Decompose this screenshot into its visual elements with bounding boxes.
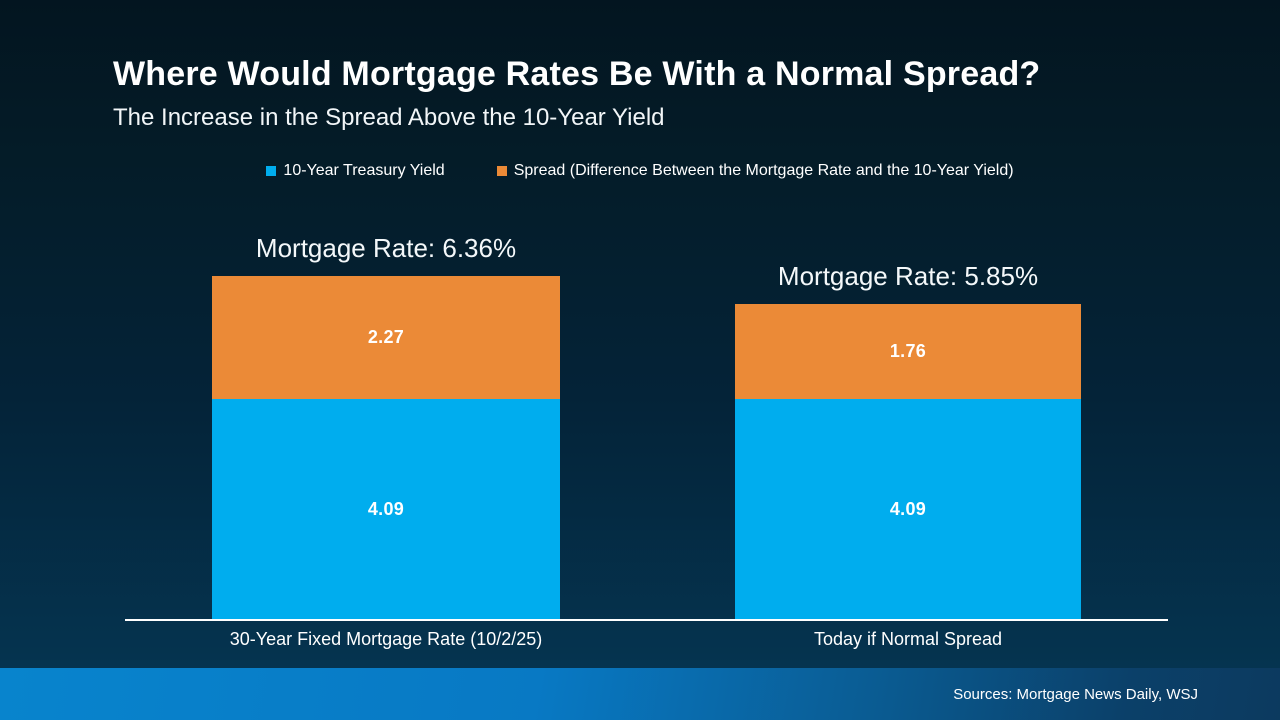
bar-value-label: 4.09 — [367, 498, 405, 519]
bar-value-label: 1.76 — [889, 340, 927, 361]
legend-label-spread: Spread (Difference Between the Mortgage … — [513, 162, 1014, 179]
legend-item-spread: Spread (Difference Between the Mortgage … — [496, 162, 1014, 180]
mortgage-rate-total-label: Mortgage Rate: 5.85% — [777, 260, 1039, 291]
legend-swatch-orange-icon — [496, 166, 507, 176]
x-axis-line — [125, 619, 1168, 621]
bar-value-label: 2.27 — [367, 326, 405, 347]
mortgage-rate-total-label: Mortgage Rate: 6.36% — [255, 232, 517, 263]
legend-swatch-blue-icon — [266, 166, 277, 176]
category-label: 30-Year Fixed Mortgage Rate (10/2/25) — [229, 629, 543, 649]
legend-item-treasury-yield: 10-Year Treasury Yield — [266, 162, 445, 180]
bar-segment-treasury-yield: 4.09 — [212, 398, 560, 620]
chart-subtitle: The Increase in the Spread Above the 10-… — [113, 104, 665, 131]
bar-segment-spread: 2.27 — [212, 275, 560, 399]
legend: 10-Year Treasury Yield Spread (Differenc… — [0, 162, 1280, 180]
chart-title: Where Would Mortgage Rates Be With a Nor… — [113, 55, 1041, 93]
sources-text: Sources: Mortgage News Daily, WSJ — [953, 685, 1198, 703]
legend-label-treasury-yield: 10-Year Treasury Yield — [283, 162, 445, 179]
category-label: Today if Normal Spread — [813, 629, 1003, 649]
footer-bar: Sources: Mortgage News Daily, WSJ — [0, 668, 1280, 720]
bar-segment-spread: 1.76 — [735, 303, 1081, 399]
bar-value-label: 4.09 — [889, 498, 927, 519]
bar-segment-treasury-yield: 4.09 — [735, 398, 1081, 620]
